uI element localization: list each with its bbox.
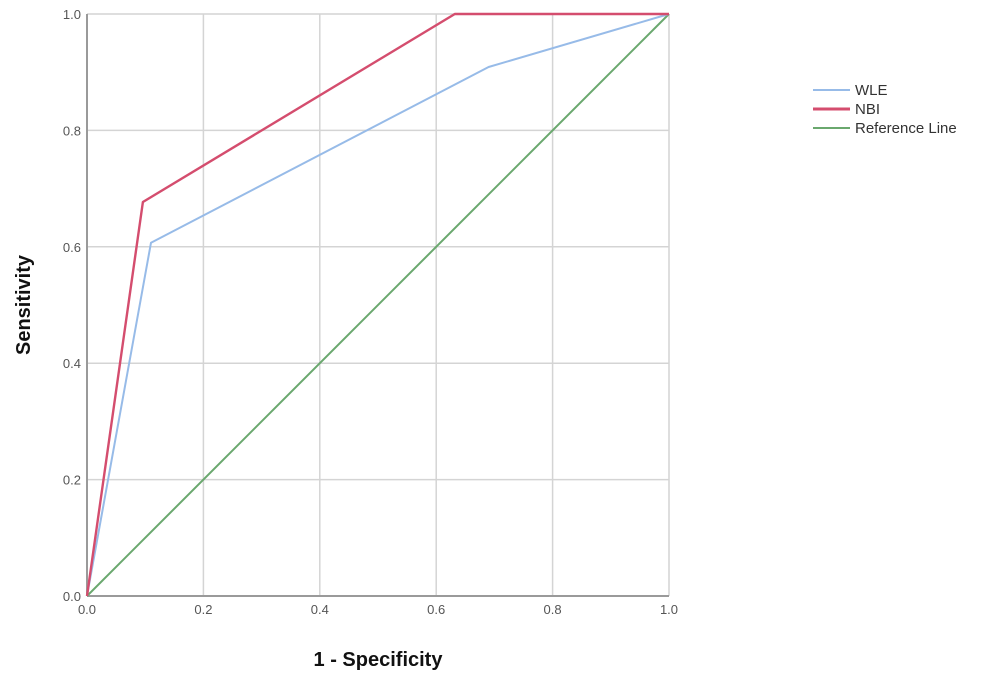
y-tick-label: 0.6 [63, 240, 81, 255]
x-tick-label: 0.2 [194, 602, 212, 617]
axes [86, 14, 669, 597]
x-tick-labels: 0.0 0.2 0.4 0.6 0.8 1.0 [78, 602, 678, 617]
y-tick-label: 0.4 [63, 356, 81, 371]
x-tick-label: 0.4 [311, 602, 329, 617]
y-axis-title: Sensitivity [13, 254, 35, 355]
y-tick-label: 0.0 [63, 589, 81, 604]
series-line-reference-line [86, 13, 670, 597]
x-tick-label: 0.6 [427, 602, 445, 617]
legend-item: NBI [813, 101, 880, 118]
legend-label: Reference Line [855, 120, 957, 137]
x-tick-label: 0.0 [78, 602, 96, 617]
series-line-nbi [85, 12, 669, 597]
x-axis-title: 1 - Specificity [314, 649, 444, 671]
legend: WLE NBI Reference Line [813, 82, 957, 137]
y-tick-label: 0.8 [63, 123, 81, 138]
legend-item: WLE [813, 82, 888, 99]
x-tick-label: 0.8 [544, 602, 562, 617]
legend-label: WLE [855, 82, 888, 99]
legend-label: NBI [855, 101, 880, 118]
y-tick-label: 0.2 [63, 473, 81, 488]
x-tick-label: 1.0 [660, 602, 678, 617]
legend-item: Reference Line [813, 120, 957, 137]
series-line-wle [86, 13, 670, 597]
series-lines [85, 12, 670, 597]
y-tick-label: 1.0 [63, 7, 81, 22]
y-tick-labels: 0.0 0.2 0.4 0.6 0.8 1.0 [63, 7, 81, 604]
